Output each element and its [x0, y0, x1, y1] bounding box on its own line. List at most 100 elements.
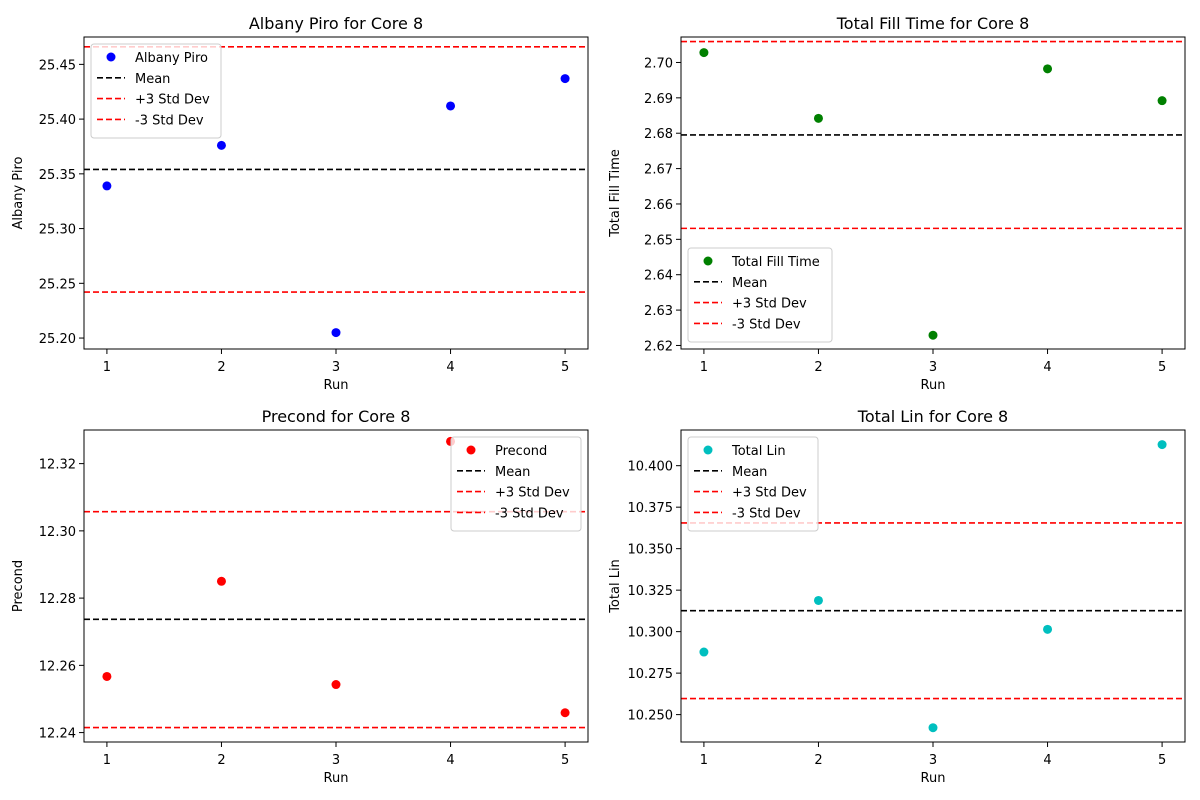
x-axis-label: Run — [921, 378, 946, 393]
axes-frame — [680, 429, 1186, 743]
legend-label: Mean — [135, 72, 170, 87]
y-tick-label: 25.25 — [39, 277, 76, 292]
axes-frame — [83, 429, 589, 743]
y-tick-label: 12.26 — [39, 659, 76, 674]
y-tick-label: 2.67 — [644, 163, 673, 178]
legend: Total Fill Time Mean +3 Std Dev -3 Std Dev — [687, 247, 833, 343]
y-tick-label: 25.30 — [39, 223, 76, 238]
subplot-2: Total Fill Time for Core 8 Run Total Fill … — [608, 14, 1186, 393]
y-tick-label: 10.250 — [628, 709, 674, 724]
x-tick-label: 3 — [929, 753, 937, 768]
legend-marker — [703, 256, 713, 266]
legend-label: +3 Std Dev — [732, 486, 807, 501]
y-tick-label: 2.62 — [644, 339, 673, 354]
axes-frame — [680, 36, 1186, 350]
data-point — [560, 74, 570, 84]
y-tick-label: 2.64 — [644, 269, 673, 284]
data-point — [216, 576, 226, 586]
y-tick-label: 25.20 — [39, 332, 76, 347]
y-tick-label: 10.350 — [628, 543, 674, 558]
y-tick-label: 25.40 — [39, 113, 76, 128]
x-tick-label: 2 — [217, 753, 225, 768]
subplot-4: Total Lin for Core 8 Run Total Lin 1 2 3 4 5 10.… — [608, 407, 1186, 786]
legend-box — [687, 436, 819, 532]
y-tick-label: 2.70 — [644, 56, 673, 71]
y-tick-label: 10.400 — [628, 460, 674, 475]
x-axis-label: Run — [921, 771, 946, 786]
data-point — [102, 671, 112, 681]
legend-label: Total Fill Time — [731, 255, 820, 270]
y-axis-label: Total Fill Time — [608, 149, 623, 238]
x-tick-label: 2 — [217, 360, 225, 375]
legend: Precond Mean +3 Std Dev -3 Std Dev — [450, 436, 582, 532]
x-tick-label: 3 — [929, 360, 937, 375]
legend-marker — [703, 445, 713, 455]
x-tick-label: 5 — [561, 753, 569, 768]
x-tick-label: 1 — [103, 360, 111, 375]
legend-label: -3 Std Dev — [495, 506, 564, 521]
legend-label: Albany Piro — [135, 51, 208, 66]
legend-label: +3 Std Dev — [495, 486, 570, 501]
chart-title: Albany Piro for Core 8 — [249, 14, 423, 33]
y-tick-label: 12.32 — [39, 458, 76, 473]
x-tick-label: 5 — [1158, 753, 1166, 768]
legend-label: Total Lin — [731, 444, 786, 459]
x-tick-label: 4 — [446, 753, 454, 768]
data-point — [813, 113, 823, 123]
legend-marker — [466, 445, 476, 455]
y-tick-label: 2.66 — [644, 198, 673, 213]
y-tick-label: 2.63 — [644, 304, 673, 319]
y-tick-label: 10.325 — [628, 584, 674, 599]
subplot-1: Albany Piro for Core 8 Run Albany Piro 1 2 3 4… — [11, 14, 589, 393]
y-tick-label: 10.300 — [628, 626, 674, 641]
y-tick-label: 12.30 — [39, 525, 76, 540]
y-tick-label: 2.65 — [644, 233, 673, 248]
data-point — [699, 647, 709, 657]
x-tick-label: 5 — [1158, 360, 1166, 375]
data-point — [331, 328, 341, 338]
legend-label: Mean — [495, 465, 530, 480]
data-point — [1043, 64, 1053, 74]
x-tick-label: 5 — [561, 360, 569, 375]
legend: Total Lin Mean +3 Std Dev -3 Std Dev — [687, 436, 819, 532]
legend-label: -3 Std Dev — [732, 317, 801, 332]
x-tick-label: 1 — [103, 753, 111, 768]
legend-label: -3 Std Dev — [732, 506, 801, 521]
data-point — [928, 723, 938, 733]
data-point — [1157, 96, 1167, 106]
y-axis-label: Albany Piro — [11, 156, 26, 229]
chart-title: Precond for Core 8 — [262, 407, 411, 426]
x-tick-label: 2 — [814, 360, 822, 375]
x-tick-label: 1 — [700, 360, 708, 375]
legend-label: Mean — [732, 465, 767, 480]
data-point — [699, 48, 709, 58]
chart-title: Total Fill Time for Core 8 — [836, 14, 1030, 33]
legend-box — [450, 436, 582, 532]
data-point — [216, 140, 226, 150]
y-tick-label: 25.35 — [39, 168, 76, 183]
legend-label: +3 Std Dev — [135, 93, 210, 108]
y-tick-label: 2.68 — [644, 127, 673, 142]
data-point — [813, 595, 823, 605]
subplot-3: Precond for Core 8 Run Precond 1 2 3 4 5 12.24 12… — [11, 407, 589, 786]
legend-label: Mean — [732, 276, 767, 291]
x-tick-label: 4 — [1043, 753, 1051, 768]
data-point — [560, 708, 570, 718]
x-tick-label: 3 — [332, 753, 340, 768]
y-tick-label: 10.375 — [628, 501, 674, 516]
data-point — [928, 330, 938, 340]
y-tick-label: 2.69 — [644, 92, 673, 107]
x-tick-label: 2 — [814, 753, 822, 768]
x-tick-label: 3 — [332, 360, 340, 375]
x-tick-label: 4 — [1043, 360, 1051, 375]
legend-box — [687, 247, 833, 343]
y-axis-label: Precond — [11, 560, 26, 612]
x-axis-label: Run — [324, 771, 349, 786]
data-point — [446, 101, 456, 111]
data-point — [102, 181, 112, 191]
x-tick-label: 4 — [446, 360, 454, 375]
x-axis-label: Run — [324, 378, 349, 393]
y-tick-label: 25.45 — [39, 58, 76, 73]
legend-label: +3 Std Dev — [732, 297, 807, 312]
